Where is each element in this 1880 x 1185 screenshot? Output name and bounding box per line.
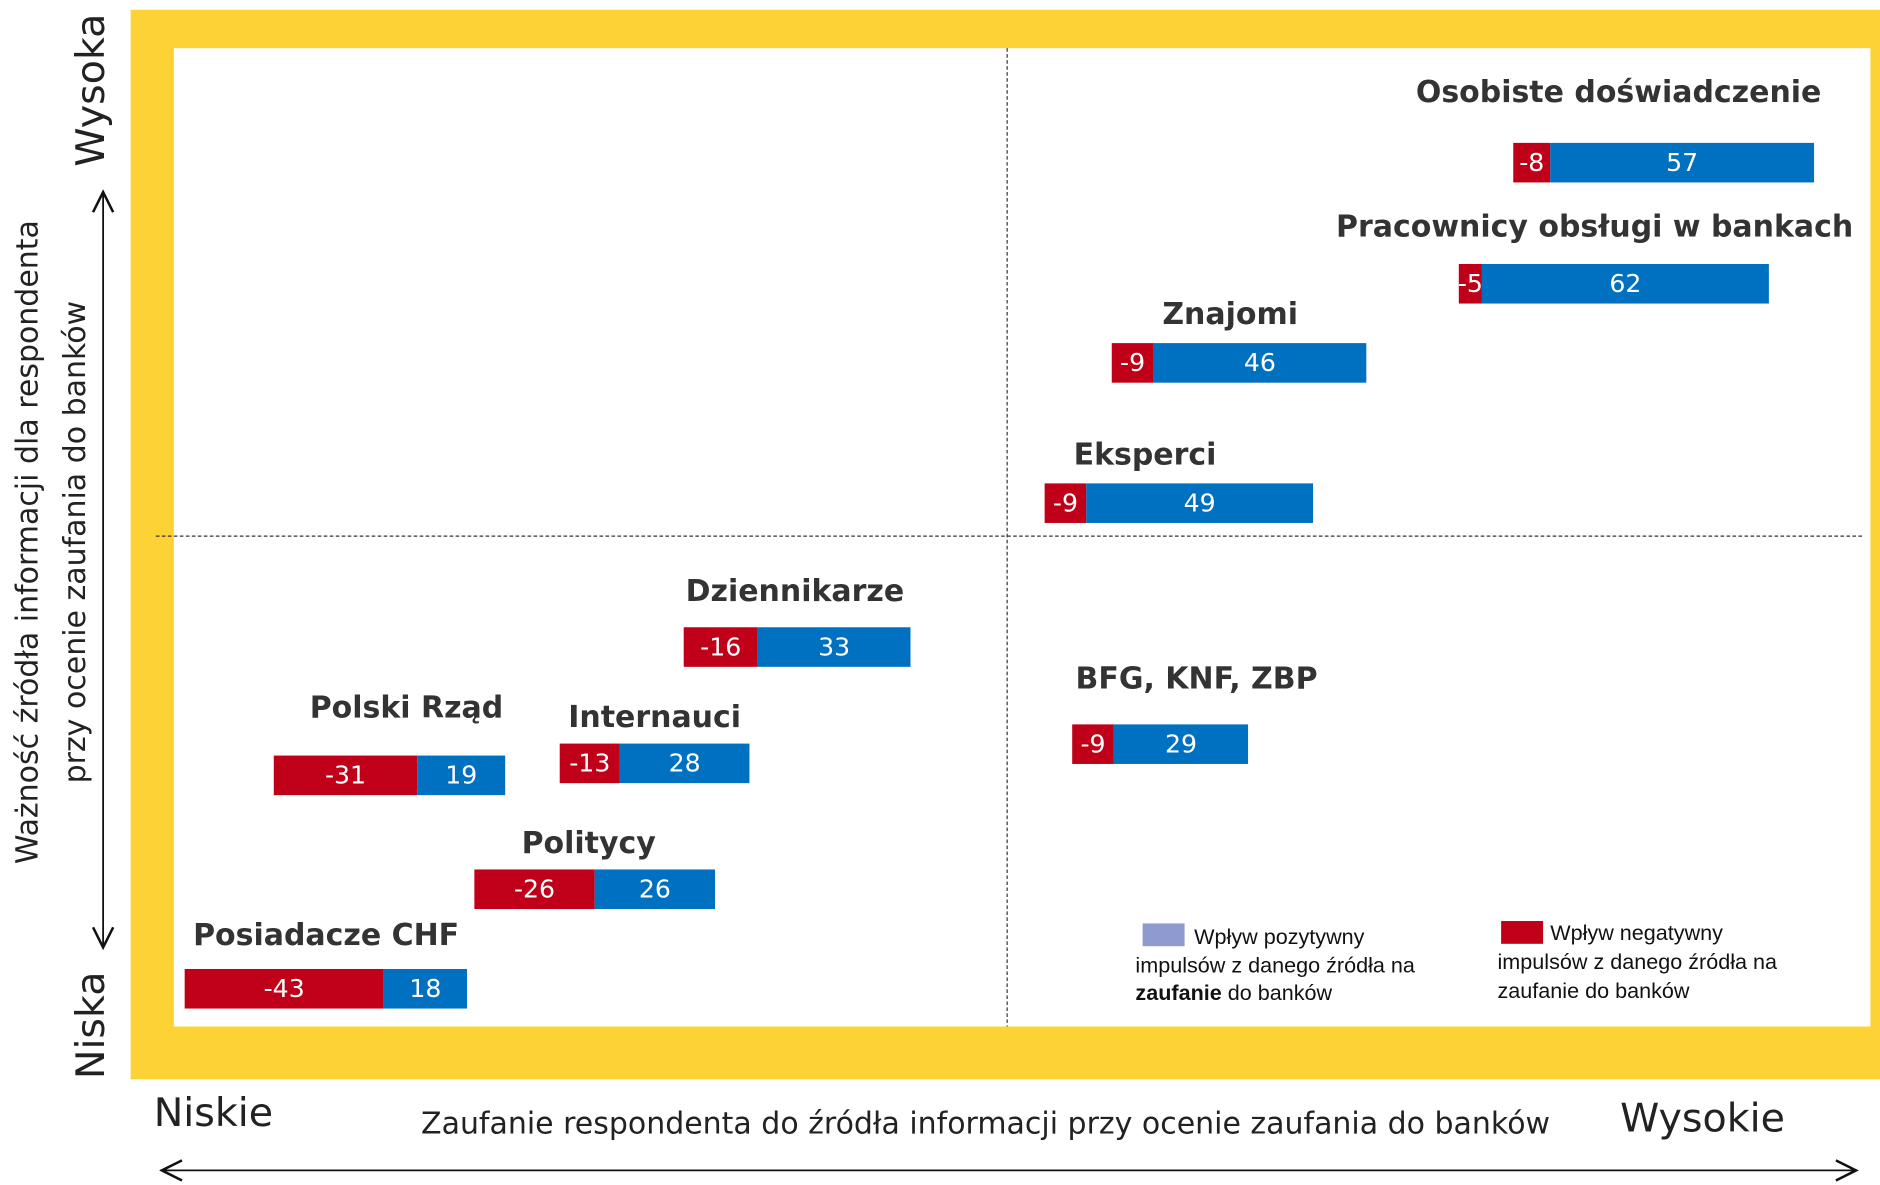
value-label: -26 xyxy=(514,874,555,903)
negative-bar xyxy=(1513,142,1551,183)
source-label: Politycy xyxy=(522,826,656,861)
y-high: Wysoka xyxy=(68,14,114,167)
negative-bar xyxy=(683,627,758,667)
negative-bar xyxy=(273,755,418,796)
legend-text: do banków xyxy=(1222,980,1333,1005)
plot-area xyxy=(173,48,1871,1027)
value-label: -13 xyxy=(569,749,610,778)
value-label: 33 xyxy=(818,632,850,661)
negative-bar xyxy=(1044,483,1087,523)
source-label: Osobiste doświadczenie xyxy=(1416,75,1822,110)
legend-text: impulsów z danego źródła na xyxy=(1135,953,1414,978)
negative-bar xyxy=(184,968,384,1009)
value-label: 26 xyxy=(639,874,671,903)
negative-bar xyxy=(559,743,620,784)
legend-text: zaufanie do banków xyxy=(1498,978,1690,1003)
value-label: 28 xyxy=(669,749,701,778)
positive-bar xyxy=(1086,483,1314,523)
y-title: Ważność źródła informacji dla respondent… xyxy=(10,220,45,864)
source-label: Eksperci xyxy=(1074,437,1217,472)
negative-bar xyxy=(1072,724,1114,764)
source-label: Znajomi xyxy=(1162,297,1298,332)
legend-text: impulsów z danego źródła na xyxy=(1498,949,1777,974)
source-label: Pracownicy obsługi w bankach xyxy=(1336,210,1853,245)
legend-text-bold: zaufanie xyxy=(1135,980,1221,1005)
x-high: Wysokie xyxy=(1620,1096,1785,1142)
legend-swatch xyxy=(1501,921,1544,944)
value-label: 62 xyxy=(1609,269,1641,298)
value-label: 19 xyxy=(445,761,477,790)
value-label: -9 xyxy=(1053,488,1078,517)
positive-bar xyxy=(417,755,506,796)
value-label: -9 xyxy=(1080,729,1105,758)
legend-text: Wpływ negatywny xyxy=(1550,920,1723,945)
value-label: 18 xyxy=(409,974,441,1003)
positive-bar xyxy=(1481,263,1769,304)
legend-text: zaufanie do banków xyxy=(1135,980,1332,1005)
x-title: Zaufanie respondenta do źródła informacj… xyxy=(421,1106,1550,1141)
x-low: Niskie xyxy=(154,1090,273,1136)
source-label: Dziennikarze xyxy=(686,574,905,609)
source-label: Internauci xyxy=(568,700,741,735)
value-label: -31 xyxy=(325,761,366,790)
source-label: Polski Rząd xyxy=(310,690,504,725)
value-label: -8 xyxy=(1519,148,1544,177)
source-label: BFG, KNF, ZBP xyxy=(1076,662,1318,697)
positive-bar xyxy=(383,968,467,1009)
positive-bar xyxy=(1113,724,1249,764)
positive-bar xyxy=(1153,343,1367,383)
value-label: -5 xyxy=(1458,269,1483,298)
positive-bar xyxy=(1550,142,1815,183)
value-label: 57 xyxy=(1666,148,1698,177)
value-label: -16 xyxy=(700,632,741,661)
value-label: -9 xyxy=(1120,348,1145,377)
value-label: 49 xyxy=(1184,488,1216,517)
negative-bar xyxy=(1111,343,1154,383)
y-title: przy ocenie zaufania do banków xyxy=(58,301,93,784)
positive-bar xyxy=(594,869,716,910)
positive-bar xyxy=(757,627,911,667)
value-label: 46 xyxy=(1244,348,1276,377)
negative-bar xyxy=(474,869,595,910)
y-low: Niska xyxy=(68,972,114,1080)
legend-text: Wpływ pozytywny xyxy=(1194,924,1364,949)
positive-bar xyxy=(619,743,750,784)
value-label: -43 xyxy=(264,974,305,1003)
source-label: Posiadacze CHF xyxy=(193,918,459,953)
legend-swatch xyxy=(1142,923,1185,947)
value-label: 29 xyxy=(1165,729,1197,758)
negative-bar xyxy=(1458,263,1482,304)
